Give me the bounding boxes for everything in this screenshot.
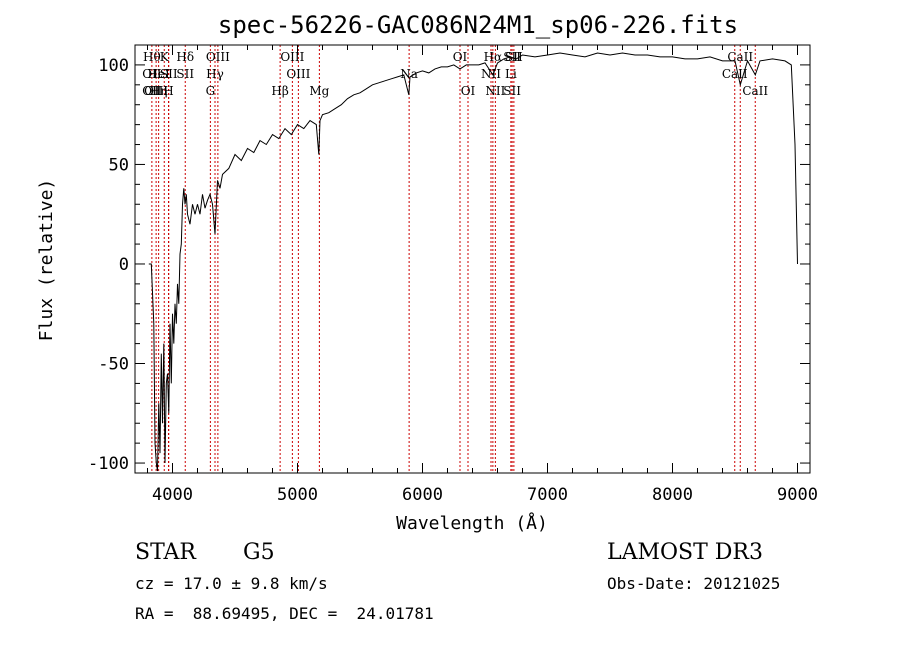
x-tick-label: 8000 <box>652 485 693 505</box>
line-label: Hη <box>150 84 168 98</box>
line-label: Hα <box>484 50 503 64</box>
x-tick-label: 9000 <box>777 485 818 505</box>
line-label: OIII <box>280 50 304 64</box>
line-label: OII <box>142 67 162 81</box>
line-label: NII <box>485 84 505 98</box>
line-label: OII <box>142 84 162 98</box>
line-label: K <box>160 50 170 64</box>
line-label: OIII <box>206 50 230 64</box>
x-axis-ticks: 4000 5000 6000 7000 8000 9000 <box>147 45 818 505</box>
x-tick-label: 4000 <box>152 485 193 505</box>
line-label: SII <box>176 67 194 81</box>
line-label: CaII <box>727 50 753 64</box>
object-class: STAR <box>135 540 196 565</box>
survey-name: LAMOST DR3 <box>607 540 763 565</box>
y-axis-label: Flux (relative) <box>36 179 57 342</box>
line-label: Hβ <box>271 84 288 98</box>
line-label: SII <box>160 67 178 81</box>
line-label: H <box>163 84 173 98</box>
plot-frame <box>134 44 811 474</box>
line-label: Hθ <box>143 50 161 64</box>
y-tick-label: 50 <box>109 155 129 175</box>
y-tick-label: -50 <box>98 355 129 375</box>
x-tick-label: 7000 <box>527 485 568 505</box>
y-tick-label: 0 <box>119 255 129 275</box>
emission-line-markers <box>151 45 756 473</box>
line-label: OI <box>461 84 476 98</box>
line-label: OI <box>453 50 468 64</box>
y-tick-label: 100 <box>98 56 129 76</box>
emission-line-labels: HθOIIOIIOIIIHeIHηKHSIIHδSIIGHγOIIIHβOIII… <box>142 50 768 98</box>
line-label: Mg <box>309 84 329 98</box>
x-tick-label: 5000 <box>277 485 318 505</box>
redshift-cz: cz = 17.0 ± 9.8 km/s <box>135 574 328 593</box>
line-label: SII <box>505 50 523 64</box>
line-label: SII <box>503 50 521 64</box>
line-label: OIII <box>286 67 310 81</box>
line-label: CaII <box>742 84 768 98</box>
observation-date: Obs-Date: 20121025 <box>607 574 781 593</box>
line-label: OIII <box>144 84 168 98</box>
y-tick-label: -100 <box>88 454 129 474</box>
x-tick-label: 6000 <box>402 485 443 505</box>
line-label: HeI <box>147 67 170 81</box>
line-label: CaII <box>722 67 748 81</box>
line-label: Li <box>505 67 517 81</box>
line-label: G <box>206 84 216 98</box>
line-label: Hδ <box>176 50 194 64</box>
line-label: SII <box>503 84 521 98</box>
x-axis-label: Wavelength (Å) <box>396 512 548 534</box>
line-label: NII <box>481 67 501 81</box>
line-label: Hγ <box>206 67 224 81</box>
object-subclass: G5 <box>243 540 275 565</box>
chart-title: spec-56226-GAC086N24M1_sp06-226.fits <box>218 11 738 39</box>
y-axis-ticks: -100 -50 0 50 100 <box>88 44 810 474</box>
coordinates: RA = 88.69495, DEC = 24.01781 <box>135 604 434 623</box>
spectrum-line <box>148 52 798 472</box>
